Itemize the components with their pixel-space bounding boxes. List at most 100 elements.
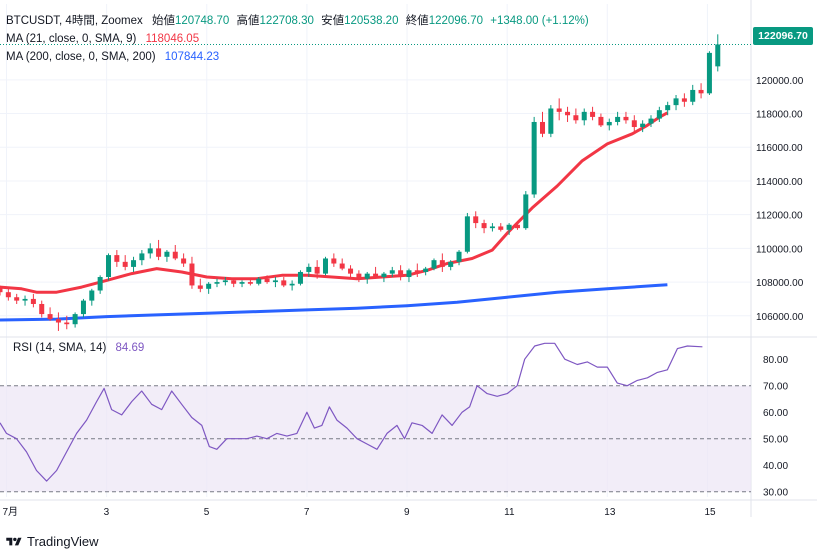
candle: [681, 93, 687, 107]
candle-body: [673, 98, 679, 106]
candle-body: [681, 98, 687, 102]
ma21-legend-label: MA (21, close, 0, SMA, 9): [6, 33, 137, 45]
candle: [122, 255, 128, 271]
candle-body: [47, 314, 53, 320]
ma200-legend[interactable]: MA (200, close, 0, SMA, 200) 107844.23: [6, 48, 589, 66]
candle-body: [181, 258, 187, 264]
candle: [181, 253, 187, 267]
candle: [489, 223, 495, 232]
last-price-tag: 122096.70: [753, 27, 813, 45]
candle: [640, 120, 646, 133]
candle: [690, 84, 696, 106]
candle-body: [606, 121, 612, 126]
candle: [55, 312, 61, 331]
candle: [481, 219, 487, 234]
candle-body: [556, 108, 562, 112]
candle-body: [381, 273, 387, 278]
low-label: 安値: [321, 15, 345, 27]
rsi-legend[interactable]: RSI (14, SMA, 14) 84.69: [13, 342, 144, 354]
candle: [105, 253, 112, 281]
candle-body: [14, 297, 20, 301]
candlesticks: [0, 34, 721, 331]
time-tick-label: 3: [104, 507, 110, 518]
rsi-legend-value: 84.69: [115, 342, 145, 354]
candle-body: [139, 253, 145, 261]
candle-body: [590, 111, 596, 117]
low-value: 120538.20: [344, 15, 399, 27]
candle: [514, 221, 520, 230]
candle: [239, 280, 245, 288]
candle: [231, 278, 237, 288]
ohlc-row: BTCUSDT, 4時間, Zoomex 始値120748.70 高値12270…: [6, 12, 589, 30]
candle: [348, 265, 354, 278]
candle-body: [506, 224, 512, 230]
candle-body: [656, 110, 662, 119]
rsi-tick-label: 40.00: [763, 461, 788, 472]
candle: [222, 277, 228, 286]
time-tick-label: 9: [404, 507, 410, 518]
candle: [673, 95, 679, 111]
candle: [364, 271, 370, 284]
candle-body: [598, 116, 604, 126]
candle: [22, 295, 28, 306]
candle-body: [222, 280, 228, 283]
candle: [114, 250, 120, 267]
candle-body: [306, 266, 312, 272]
candle: [631, 115, 637, 133]
candle: [297, 270, 303, 286]
candle-body: [80, 300, 86, 315]
candle: [289, 280, 295, 291]
candle-body: [297, 271, 303, 284]
candle: [590, 106, 596, 121]
candle: [264, 275, 270, 284]
candle-body: [72, 314, 78, 325]
time-tick-label: 5: [204, 507, 210, 518]
candle-body: [448, 261, 454, 267]
candle-body: [322, 258, 329, 274]
candle-body: [414, 270, 420, 272]
time-tick-label: 13: [604, 507, 616, 518]
symbol-label[interactable]: BTCUSDT, 4時間, Zoomex: [6, 15, 143, 27]
candle: [281, 277, 287, 288]
candle: [548, 105, 554, 138]
time-tick-label: 7月: [3, 506, 19, 518]
candle: [539, 111, 546, 138]
candle: [147, 243, 153, 259]
candle-body: [473, 216, 479, 224]
candle-body: [665, 105, 671, 111]
candle-body: [64, 322, 70, 325]
candle-body: [348, 268, 354, 274]
ma21-legend[interactable]: MA (21, close, 0, SMA, 9) 118046.05: [6, 30, 589, 48]
candle: [314, 260, 320, 279]
candle: [581, 108, 587, 126]
tradingview-brand[interactable]: TradingView: [6, 534, 99, 549]
close-value: 122096.70: [428, 15, 484, 27]
candle-body: [22, 298, 28, 301]
candle: [573, 108, 579, 124]
candle: [64, 315, 70, 330]
candle: [665, 101, 671, 116]
candle: [14, 293, 20, 304]
time-tick-label: 15: [704, 507, 716, 518]
candle: [189, 256, 195, 289]
candle-body: [715, 44, 721, 67]
candle-body: [615, 116, 621, 122]
candle: [47, 307, 53, 321]
high-value: 122708.30: [259, 15, 314, 27]
candle-body: [289, 283, 295, 286]
candle-body: [39, 303, 45, 315]
candle: [206, 282, 212, 294]
ma21-legend-value: 118046.05: [145, 33, 200, 45]
candle: [164, 250, 170, 262]
price-tick-label: 116000.00: [756, 143, 803, 154]
rsi-legend-label: RSI (14, SMA, 14): [13, 342, 107, 354]
candle-body: [439, 260, 445, 267]
rsi-tick-label: 70.00: [763, 382, 788, 393]
candle-body: [206, 283, 212, 289]
candle: [531, 116, 537, 198]
candle: [214, 278, 220, 288]
candle-body: [5, 292, 11, 298]
rsi-tick-label: 60.00: [763, 408, 788, 419]
price-tick-label: 106000.00: [756, 312, 804, 323]
